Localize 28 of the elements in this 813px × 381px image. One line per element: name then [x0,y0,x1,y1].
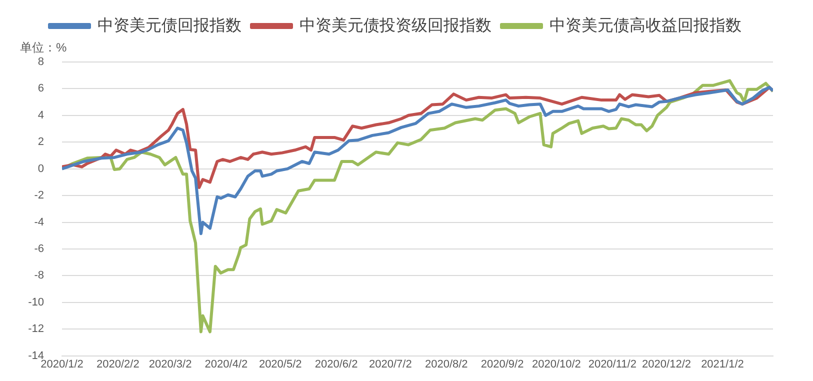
y-tick-label: -8 [34,270,44,282]
legend-label: 中资美元债回报指数 [98,16,242,34]
legend-label: 中资美元债投资级回报指数 [300,16,492,34]
x-tick-label: 2020/7/2 [369,358,412,370]
legend-label: 中资美元债高收益回报指数 [550,16,742,34]
y-axis-title: 单位：% [20,40,67,54]
x-tick-label: 2020/6/2 [314,358,358,370]
x-tick-label: 2020/11/2 [588,358,636,370]
y-tick-label: 2 [38,136,44,148]
x-tick-label: 2020/12/2 [642,358,691,370]
x-tick-label: 2020/5/2 [258,358,302,370]
y-tick-label: 6 [38,82,44,95]
y-tick-label: 0 [38,162,44,175]
x-tick-label: 2020/9/2 [480,358,524,370]
x-tick-label: 2020/8/2 [424,358,468,370]
x-tick-label: 2020/4/2 [204,358,248,370]
x-tick-label: 2020/2/2 [96,358,140,370]
x-tick-label: 2021/1/2 [701,358,744,370]
y-tick-label: -2 [34,190,44,202]
x-tick-label: 2020/1/2 [40,358,84,370]
y-tick-label: 8 [38,56,44,68]
y-tick-label: -4 [34,216,44,228]
y-tick-label: -12 [28,323,44,336]
y-tick-label: -6 [34,242,44,255]
x-tick-label: 2020/3/2 [148,358,192,370]
x-tick-label: 2020/10/2 [532,358,581,370]
y-tick-label: -10 [28,296,44,308]
y-tick-label: 4 [38,109,44,122]
